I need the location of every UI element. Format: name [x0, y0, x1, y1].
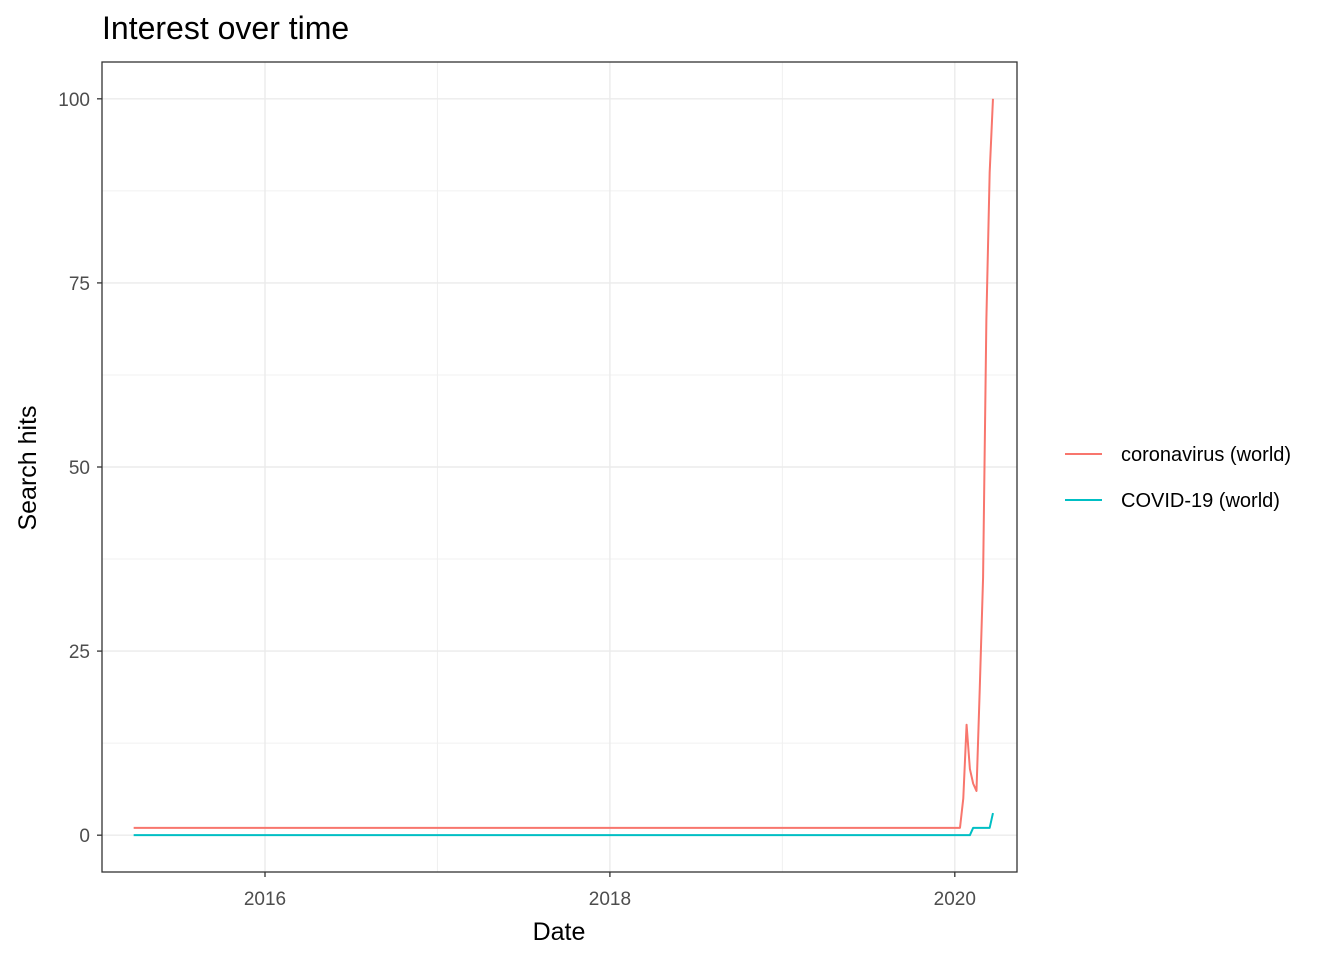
y-tick-label: 100: [58, 90, 90, 111]
x-tick-label: 2020: [934, 889, 976, 910]
chart-title: Interest over time: [102, 10, 350, 46]
series-line-2: [133, 812, 994, 837]
y-tick-label: 75: [69, 274, 90, 295]
legend-label-1: coronavirus (world): [1121, 444, 1291, 466]
x-tick-label: 2016: [244, 889, 286, 910]
y-axis-title: Search hits: [14, 405, 42, 530]
x-axis-title: Date: [533, 918, 586, 946]
legend: coronavirus (world) COVID-19 (world): [1065, 444, 1291, 512]
series-line-1: [133, 98, 994, 829]
x-tick-label: 2018: [589, 889, 631, 910]
y-tick-label: 25: [69, 642, 90, 663]
axes: 0 25 50 75 100 2016 2018 2020: [58, 90, 976, 910]
legend-label-2: COVID-19 (world): [1121, 490, 1280, 512]
y-tick-label: 0: [79, 826, 90, 847]
series-lines: [133, 98, 994, 837]
y-tick-label: 50: [69, 458, 90, 479]
